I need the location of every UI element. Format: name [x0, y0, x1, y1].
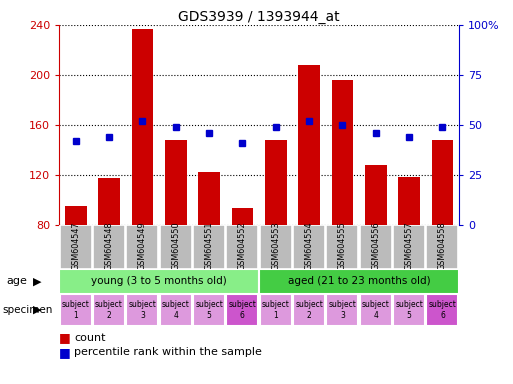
Text: GSM604550: GSM604550: [171, 222, 180, 270]
Bar: [426, 294, 459, 326]
Text: GSM604548: GSM604548: [105, 222, 113, 270]
Bar: [93, 294, 125, 326]
Text: subject
5: subject 5: [195, 300, 223, 320]
Text: subject
6: subject 6: [428, 300, 457, 320]
Bar: [126, 294, 159, 326]
Text: subject
3: subject 3: [328, 300, 357, 320]
Text: subject
2: subject 2: [295, 300, 323, 320]
Bar: [131, 29, 153, 225]
Bar: [360, 225, 392, 269]
Text: ■: ■: [59, 331, 71, 344]
Bar: [398, 177, 420, 225]
Text: GSM604551: GSM604551: [205, 222, 213, 270]
Bar: [365, 165, 387, 225]
Bar: [193, 294, 225, 326]
Text: ▶: ▶: [33, 276, 41, 286]
Text: subject
3: subject 3: [128, 300, 156, 320]
Text: GSM604557: GSM604557: [405, 222, 413, 270]
Text: specimen: specimen: [3, 305, 53, 315]
Text: subject
1: subject 1: [262, 300, 290, 320]
Text: young (3 to 5 months old): young (3 to 5 months old): [91, 276, 227, 286]
Text: ■: ■: [59, 346, 71, 359]
Text: subject
4: subject 4: [162, 300, 190, 320]
Text: subject
6: subject 6: [228, 300, 256, 320]
Text: subject
4: subject 4: [362, 300, 390, 320]
Text: count: count: [74, 333, 106, 343]
Bar: [126, 225, 159, 269]
Bar: [293, 225, 325, 269]
Bar: [360, 294, 392, 326]
Text: GSM604547: GSM604547: [71, 222, 80, 270]
Bar: [93, 225, 125, 269]
Text: GSM604554: GSM604554: [305, 222, 313, 270]
Text: ▶: ▶: [33, 305, 41, 315]
Bar: [393, 294, 425, 326]
Text: subject
2: subject 2: [95, 300, 123, 320]
Bar: [226, 225, 259, 269]
Bar: [160, 225, 192, 269]
Bar: [260, 294, 292, 326]
Text: GSM604555: GSM604555: [338, 222, 347, 270]
Bar: [60, 294, 92, 326]
Bar: [65, 206, 87, 225]
Bar: [326, 294, 359, 326]
Text: GSM604556: GSM604556: [371, 222, 380, 270]
Bar: [226, 294, 259, 326]
Bar: [393, 225, 425, 269]
Text: aged (21 to 23 months old): aged (21 to 23 months old): [288, 276, 430, 286]
Text: GSM604549: GSM604549: [138, 222, 147, 270]
Text: GSM604553: GSM604553: [271, 222, 280, 270]
Text: GSM604558: GSM604558: [438, 222, 447, 270]
Bar: [265, 140, 287, 225]
Bar: [165, 140, 187, 225]
Bar: [98, 179, 120, 225]
Bar: [59, 269, 259, 294]
Bar: [431, 140, 453, 225]
Bar: [426, 225, 459, 269]
Bar: [198, 172, 220, 225]
Bar: [326, 225, 359, 269]
Text: subject
1: subject 1: [62, 300, 90, 320]
Text: percentile rank within the sample: percentile rank within the sample: [74, 347, 262, 357]
Text: age: age: [7, 276, 28, 286]
Text: subject
5: subject 5: [395, 300, 423, 320]
Bar: [60, 225, 92, 269]
Bar: [260, 225, 292, 269]
Bar: [259, 269, 459, 294]
Bar: [293, 294, 325, 326]
Bar: [193, 225, 225, 269]
Bar: [298, 65, 320, 225]
Bar: [160, 294, 192, 326]
Bar: [331, 80, 353, 225]
Text: GSM604552: GSM604552: [238, 222, 247, 270]
Title: GDS3939 / 1393944_at: GDS3939 / 1393944_at: [178, 10, 340, 24]
Bar: [231, 209, 253, 225]
